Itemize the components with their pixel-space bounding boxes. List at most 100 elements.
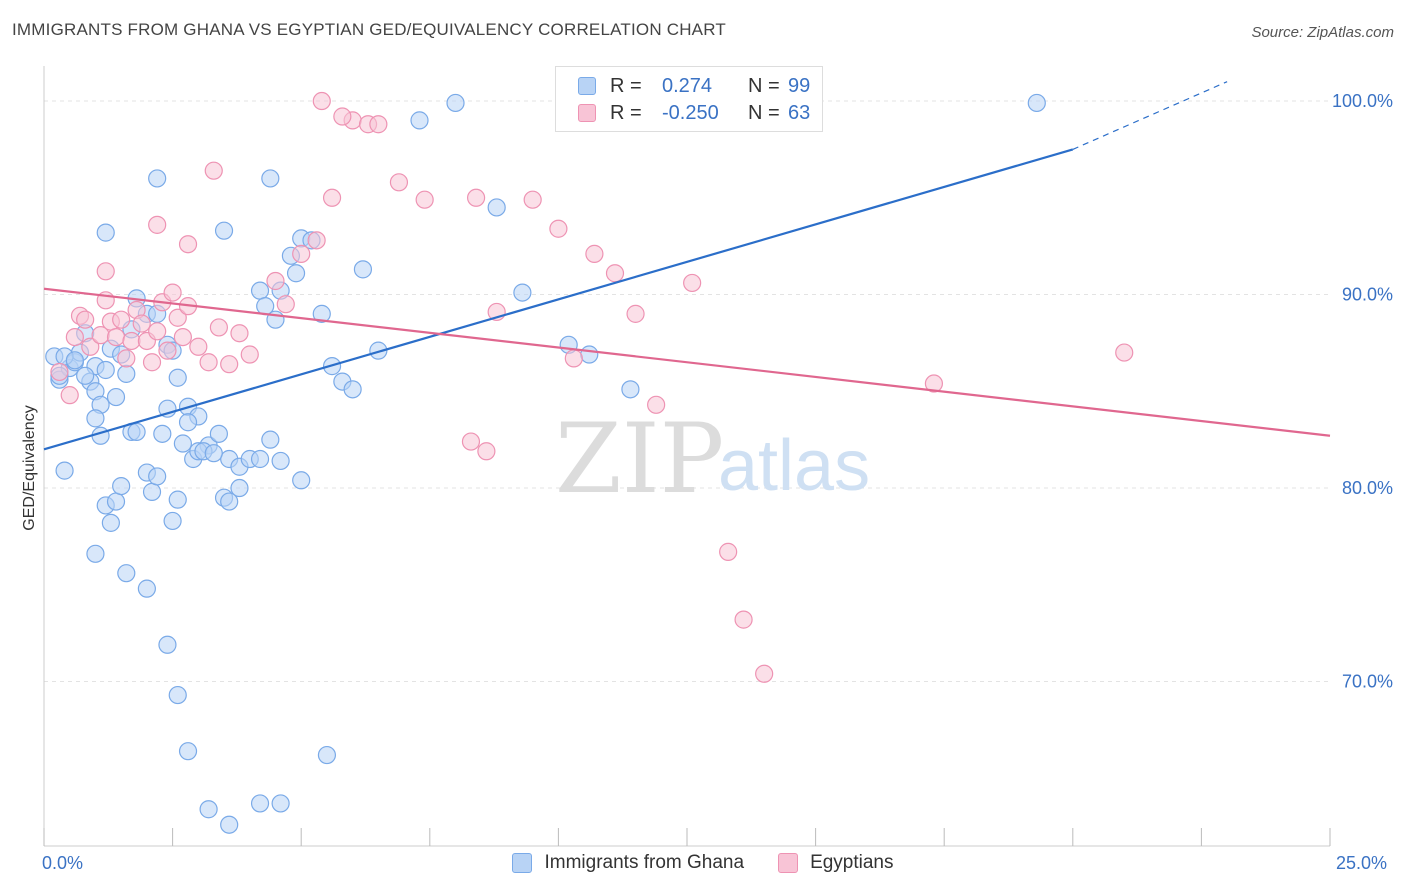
trend-line-egyptians — [43, 287, 1331, 437]
trend-line-ghana — [43, 148, 1074, 451]
point-egyptians — [307, 231, 326, 250]
point-egyptians — [369, 115, 388, 134]
point-ghana — [220, 815, 239, 834]
watermark: ZIP atlas — [555, 403, 870, 515]
legend-row-ghana: R = 0.274 N = 99 — [578, 74, 810, 98]
point-ghana — [142, 482, 162, 501]
legend-label-ghana: Immigrants from Ghana — [544, 852, 745, 873]
point-ghana — [106, 387, 126, 407]
point-ghana — [112, 476, 131, 496]
point-ghana — [168, 368, 187, 387]
point-ghana — [220, 492, 239, 511]
point-ghana — [369, 341, 388, 360]
chart-title: IMMIGRANTS FROM GHANA VS EGYPTIAN GED/EQ… — [12, 20, 726, 39]
point-ghana — [621, 380, 640, 399]
point-ghana — [178, 413, 198, 432]
legend-label-egyptians: Egyptians — [810, 852, 894, 873]
point-egyptians — [924, 374, 944, 393]
point-egyptians — [96, 262, 115, 281]
point-egyptians — [461, 432, 481, 451]
point-ghana — [91, 426, 110, 445]
point-egyptians — [322, 188, 342, 207]
point-ghana — [158, 635, 177, 654]
point-egyptians — [734, 610, 753, 629]
n-label: N = — [748, 101, 780, 124]
point-egyptians — [106, 327, 126, 347]
point-ghana — [487, 198, 506, 217]
point-ghana — [250, 449, 270, 469]
point-ghana — [199, 800, 218, 819]
point-ghana — [55, 461, 74, 480]
point-egyptians — [178, 235, 198, 254]
correlation-legend: R = 0.274 N = 99 R = -0.250 N = 63 — [555, 66, 823, 132]
legend-swatch-pink — [778, 853, 799, 873]
y-axis-label: GED/Equivalency — [21, 405, 38, 530]
point-egyptians — [389, 173, 409, 192]
point-egyptians — [220, 355, 239, 374]
point-egyptians — [549, 219, 568, 238]
point-egyptians — [117, 349, 136, 368]
point-egyptians — [1115, 343, 1134, 362]
point-ghana — [271, 794, 290, 813]
point-egyptians — [312, 91, 331, 111]
point-ghana — [261, 430, 280, 449]
point-ghana — [163, 511, 182, 531]
point-ghana — [312, 304, 331, 323]
point-egyptians — [60, 386, 79, 405]
point-egyptians — [142, 353, 162, 372]
legend-item-egyptians[interactable]: Egyptians — [778, 852, 894, 874]
point-egyptians — [204, 161, 223, 180]
n-value-ghana: 99 — [788, 74, 811, 97]
point-egyptians — [50, 362, 69, 382]
point-ghana — [204, 444, 223, 463]
point-egyptians — [585, 244, 604, 263]
point-egyptians — [148, 322, 167, 341]
point-egyptians — [65, 327, 84, 347]
point-ghana — [127, 422, 146, 442]
point-ghana — [209, 424, 228, 443]
point-egyptians — [276, 295, 295, 314]
point-ghana — [106, 492, 126, 511]
point-egyptians — [292, 244, 311, 263]
point-ghana — [261, 169, 280, 188]
watermark-atlas: atlas — [718, 426, 870, 506]
point-ghana — [513, 283, 532, 302]
point-ghana — [353, 260, 373, 279]
r-label: R = — [610, 74, 642, 97]
n-label: N = — [748, 74, 780, 97]
point-ghana — [96, 360, 115, 380]
point-ghana — [446, 93, 465, 113]
r-value-egyptians: -0.250 — [662, 101, 719, 124]
point-egyptians — [605, 264, 625, 283]
r-value-ghana: 0.274 — [662, 74, 713, 97]
point-ghana — [286, 264, 306, 283]
point-ghana — [148, 467, 167, 486]
x-tick-label: 0.0% — [42, 853, 83, 873]
point-ghana — [117, 564, 136, 583]
point-egyptians — [466, 188, 486, 207]
n-value-egyptians: 63 — [788, 101, 811, 124]
watermark-zip: ZIP — [555, 403, 724, 515]
point-egyptians — [564, 349, 583, 368]
trend-lines — [43, 81, 1331, 451]
point-ghana — [153, 424, 172, 443]
point-egyptians — [719, 542, 738, 561]
point-egyptians — [209, 318, 228, 337]
point-ghana — [148, 169, 167, 188]
legend-item-ghana[interactable]: Immigrants from Ghana — [512, 852, 744, 874]
point-ghana — [250, 794, 270, 813]
point-ghana — [117, 364, 136, 383]
point-ghana — [580, 345, 599, 364]
point-egyptians — [81, 337, 100, 356]
y-tick-label: 90.0% — [1342, 285, 1393, 305]
legend-row-egyptians: R = -0.250 N = 63 — [578, 101, 810, 125]
point-egyptians — [173, 327, 192, 347]
point-ghana — [343, 380, 362, 399]
point-egyptians — [333, 107, 352, 126]
point-egyptians — [168, 308, 187, 327]
point-egyptians — [112, 310, 131, 329]
data-points — [45, 91, 1134, 834]
y-tick-label: 80.0% — [1342, 478, 1393, 498]
point-egyptians — [266, 271, 285, 291]
point-egyptians — [477, 442, 496, 461]
